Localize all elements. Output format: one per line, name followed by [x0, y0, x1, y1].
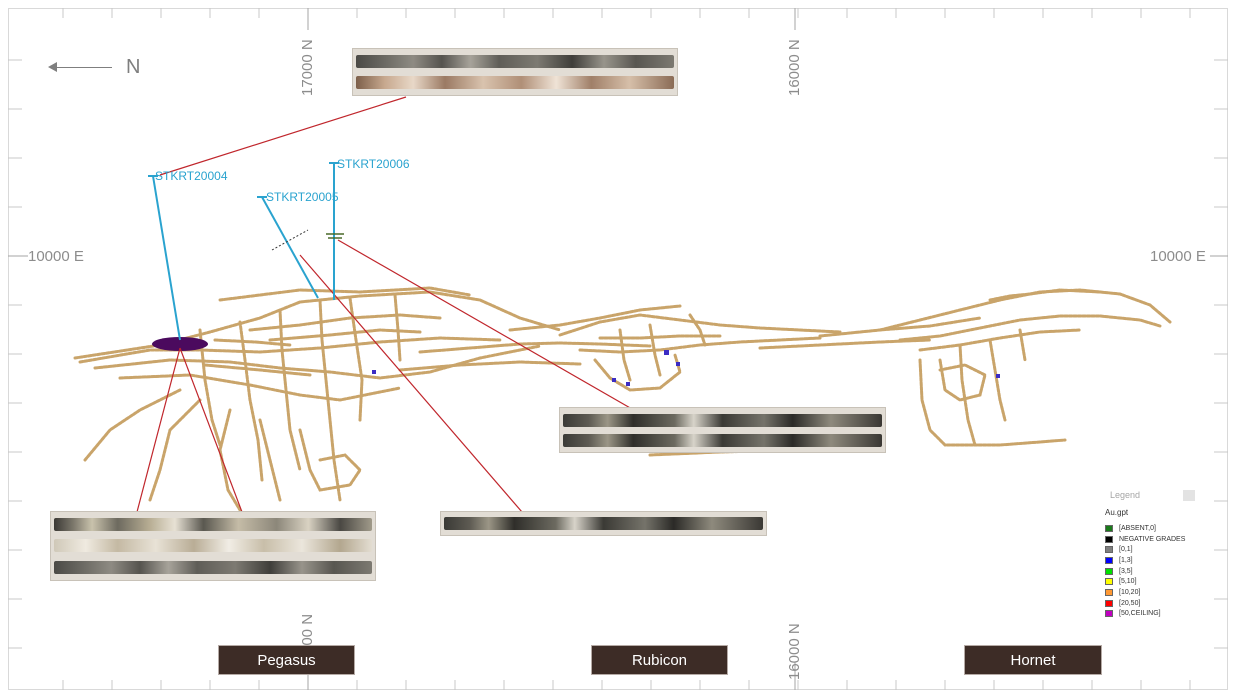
grade-markers [372, 350, 1000, 386]
legend-item: [5,10] [1105, 576, 1185, 587]
legend-item: NEGATIVE GRADES [1105, 534, 1185, 545]
northing-label-16000-top: 16000 N [786, 39, 803, 96]
legend-swatch [1105, 610, 1113, 618]
north-indicator: N [48, 56, 160, 80]
ore-body [152, 337, 208, 351]
legend-swatch [1105, 535, 1113, 543]
legend-swatch [1105, 556, 1113, 564]
frame-ticks [8, 8, 1228, 690]
zone-label-pegasus: Pegasus [218, 645, 355, 675]
underground-workings [73, 286, 1172, 512]
zone-label-hornet: Hornet [964, 645, 1102, 675]
core-row [356, 55, 674, 68]
grid-lines [8, 8, 1228, 690]
drillhole-markers [326, 233, 344, 239]
legend-item: [50,CEILING] [1105, 609, 1185, 620]
legend-items: [ABSENT,0] NEGATIVE GRADES [0,1] [1,3] [… [1105, 523, 1185, 619]
legend-swatch [1105, 524, 1113, 532]
callout-lines [136, 96, 633, 513]
north-letter: N [126, 56, 141, 78]
northing-label-16000-bottom: 16000 N [786, 623, 803, 680]
easting-label-left: 10000 E [28, 248, 84, 265]
legend-collapse-icon[interactable] [1183, 490, 1195, 501]
core-photo-pegasus [50, 511, 376, 581]
legend-item: [0,1] [1105, 544, 1185, 555]
core-row [54, 518, 372, 532]
core-photo-top [352, 48, 678, 96]
legend-swatch [1105, 546, 1113, 554]
legend-swatch [1105, 567, 1113, 575]
legend-swatch [1105, 599, 1113, 607]
core-row [563, 433, 882, 447]
core-row [54, 560, 372, 574]
legend-swatch [1105, 588, 1113, 596]
legend: Legend Au.gpt [ABSENT,0] NEGATIVE GRADES… [1101, 487, 1201, 629]
core-row [356, 76, 674, 89]
core-row [444, 517, 763, 530]
legend-item: [ABSENT,0] [1105, 523, 1185, 534]
core-row [563, 413, 882, 427]
legend-header: Legend [1110, 490, 1141, 500]
section-line [271, 229, 309, 251]
northing-label-bottom-left: 000 N [299, 614, 316, 654]
legend-item: [1,3] [1105, 555, 1185, 566]
core-photo-rubicon [559, 407, 886, 453]
north-arrow-icon [48, 62, 112, 72]
map-frame [8, 8, 1228, 690]
legend-item: [3,5] [1105, 566, 1185, 577]
zone-label-rubicon: Rubicon [591, 645, 728, 675]
easting-label-right: 10000 E [1150, 248, 1206, 265]
legend-swatch [1105, 578, 1113, 586]
legend-subtitle: Au.gpt [1105, 508, 1129, 517]
core-photo-middle [440, 511, 767, 536]
legend-item: [20,50] [1105, 598, 1185, 609]
northing-label-17000-top: 17000 N [299, 39, 316, 96]
core-row [54, 539, 372, 553]
legend-item: [10,20] [1105, 587, 1185, 598]
drillhole-traces [148, 162, 339, 341]
drillhole-label-stkrt20005: STKRT20005 [266, 190, 339, 204]
drillhole-label-stkrt20006: STKRT20006 [337, 157, 410, 171]
drillhole-label-stkrt20004: STKRT20004 [155, 169, 228, 183]
